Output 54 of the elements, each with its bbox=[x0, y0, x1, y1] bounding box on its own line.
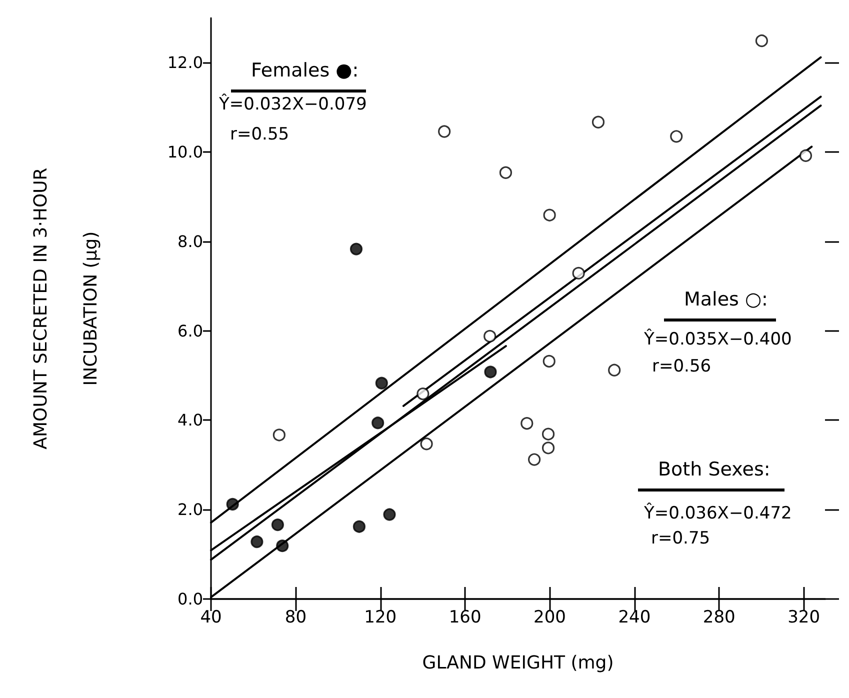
y-tick-label: 8.0 bbox=[178, 232, 203, 251]
annotation: r=0.55 bbox=[230, 124, 290, 144]
point bbox=[272, 428, 286, 442]
x-tick-label: 160 bbox=[448, 608, 482, 628]
text: AMOUNT SECRETED IN 3·HOUR INCUBATION (µg) bbox=[30, 168, 102, 450]
point bbox=[592, 116, 605, 128]
point bbox=[416, 388, 430, 400]
point bbox=[499, 166, 512, 179]
point bbox=[350, 242, 363, 256]
point bbox=[542, 428, 555, 440]
point bbox=[542, 354, 556, 368]
annotation: Ŷ=0.032X−0.079 bbox=[218, 94, 367, 114]
point bbox=[484, 330, 496, 343]
point bbox=[420, 438, 433, 450]
annotation: Males ○: bbox=[684, 288, 768, 310]
point bbox=[250, 535, 264, 548]
point bbox=[572, 266, 585, 280]
y-tick-label: 12.0 bbox=[167, 53, 203, 72]
x-tick-label: 40 bbox=[200, 608, 222, 628]
point bbox=[528, 453, 541, 466]
point bbox=[226, 498, 239, 511]
point bbox=[608, 364, 621, 376]
point bbox=[755, 34, 768, 48]
y-tick-label: 10.0 bbox=[167, 142, 203, 162]
y-tick-label: 6.0 bbox=[178, 321, 203, 340]
point bbox=[375, 376, 388, 390]
point bbox=[271, 518, 284, 532]
x-tick-label: 240 bbox=[618, 608, 651, 628]
x-tick-label: 80 bbox=[284, 608, 307, 628]
point bbox=[484, 366, 497, 378]
point bbox=[520, 417, 534, 430]
point bbox=[383, 508, 396, 521]
x-tick-label: 200 bbox=[534, 608, 566, 628]
point bbox=[542, 442, 555, 454]
y-tick-label: 4.0 bbox=[178, 410, 203, 430]
point bbox=[352, 520, 366, 533]
point bbox=[276, 540, 289, 552]
annotation: r=0.75 bbox=[651, 528, 710, 548]
point bbox=[438, 125, 451, 138]
x-tick-label: 120 bbox=[364, 608, 397, 628]
annotation: r=0.56 bbox=[652, 356, 712, 376]
y-tick-label: 2.0 bbox=[178, 500, 203, 520]
y-tick-label: 0.0 bbox=[178, 590, 203, 608]
x-tick-label: 280 bbox=[702, 608, 736, 628]
x-tick-label: 320 bbox=[788, 608, 820, 628]
point bbox=[372, 416, 384, 430]
annotation: Ŷ=0.035X−0.400 bbox=[643, 328, 792, 350]
x-axis-title: GLAND WEIGHT (mg) bbox=[422, 652, 614, 674]
point bbox=[543, 208, 556, 222]
point bbox=[799, 149, 812, 162]
point bbox=[670, 130, 683, 143]
annotation: Ŷ=0.036X−0.472 bbox=[643, 502, 792, 524]
annotation: Both Sexes: bbox=[658, 458, 770, 480]
annotation: Females ●: bbox=[251, 60, 359, 82]
